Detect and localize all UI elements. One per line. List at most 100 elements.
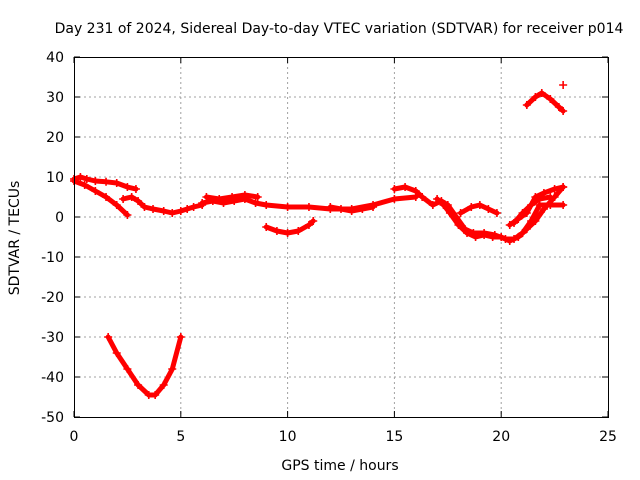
- x-tick-label: 15: [385, 429, 403, 445]
- series-pass-3: [119, 193, 207, 217]
- data-point: [262, 223, 271, 231]
- chart-title: Day 231 of 2024, Sidereal Day-to-day VTE…: [55, 21, 624, 37]
- data-point: [168, 209, 177, 217]
- data-point: [294, 227, 303, 235]
- data-point: [546, 193, 555, 201]
- x-tick-label: 5: [176, 429, 185, 445]
- data-point: [539, 205, 548, 213]
- data-point: [522, 101, 531, 109]
- data-point: [168, 365, 177, 373]
- data-point: [559, 81, 568, 89]
- data-point: [522, 225, 531, 233]
- y-tick-label: -30: [41, 330, 64, 346]
- data-point: [283, 203, 292, 211]
- data-point: [411, 187, 420, 195]
- data-point: [123, 183, 132, 191]
- data-point: [347, 207, 356, 215]
- data-point: [131, 185, 140, 193]
- data-point: [390, 185, 399, 193]
- data-point: [80, 181, 89, 189]
- data-point: [337, 205, 345, 213]
- y-tick-label: -40: [41, 370, 64, 386]
- series-pass-11: [456, 201, 501, 217]
- plot-frame: [74, 57, 609, 418]
- data-point: [253, 193, 262, 201]
- data-point: [550, 185, 559, 193]
- x-tick-label: 0: [70, 429, 79, 445]
- data-point: [433, 195, 442, 203]
- data-point: [456, 209, 465, 217]
- data-point: [505, 221, 514, 229]
- y-tick-label: -10: [41, 250, 64, 266]
- data-point: [112, 349, 121, 357]
- data-point: [127, 193, 136, 201]
- grid-lines: [74, 57, 608, 417]
- data-point: [91, 187, 100, 195]
- data-point: [140, 203, 149, 211]
- data-point: [497, 233, 506, 241]
- data-point: [559, 201, 568, 209]
- data-point: [471, 233, 480, 241]
- data-point: [326, 203, 335, 211]
- data-point: [488, 233, 497, 241]
- x-tick-label: 25: [599, 429, 617, 445]
- data-point: [554, 103, 563, 111]
- data-point: [559, 183, 568, 191]
- data-point: [535, 195, 544, 203]
- data-point: [123, 211, 132, 219]
- series-pass-1: [70, 173, 140, 193]
- data-point: [82, 175, 91, 183]
- data-point: [176, 333, 185, 341]
- data-point: [102, 177, 111, 186]
- series-pass-14: [522, 89, 568, 115]
- data-point: [510, 219, 519, 227]
- series-pass-10: [433, 183, 568, 245]
- series-pass-13: [510, 193, 555, 227]
- data-point: [283, 229, 292, 237]
- data-point: [445, 209, 454, 217]
- data-point: [228, 193, 237, 201]
- series-trace: [524, 90, 566, 114]
- data-point: [480, 231, 489, 239]
- series-isolated-point: [559, 81, 568, 89]
- y-tick-label: 0: [55, 210, 64, 226]
- data-point: [463, 229, 472, 237]
- y-tick-label: 20: [46, 130, 64, 146]
- data-point: [475, 201, 484, 209]
- data-point: [505, 237, 514, 245]
- data-point: [439, 201, 448, 209]
- x-tick-label: 10: [279, 429, 297, 445]
- y-tick-label: 30: [46, 90, 64, 106]
- data-point: [304, 203, 313, 211]
- series-trace: [434, 184, 566, 244]
- data-point: [76, 173, 85, 181]
- data-point: [518, 209, 527, 217]
- y-tick-label: 10: [46, 170, 64, 186]
- series-pass-8: [326, 203, 378, 215]
- data-point: [559, 107, 568, 115]
- series-trace: [105, 334, 184, 398]
- data-point: [159, 207, 168, 215]
- data-point: [546, 95, 555, 103]
- data-point: [418, 193, 427, 201]
- y-axis-label: SDTVAR / TECUs: [7, 181, 23, 296]
- data-point: [454, 221, 463, 229]
- x-axis-ticks: 0 5 10 15 20 25: [70, 57, 617, 445]
- x-tick-label: 20: [492, 429, 510, 445]
- data-point: [134, 197, 143, 205]
- series-pass-7: [262, 217, 318, 237]
- data-point: [198, 199, 207, 207]
- data-point: [467, 203, 476, 211]
- data-point: [202, 193, 211, 201]
- data-point: [176, 207, 185, 215]
- data-point: [369, 203, 378, 211]
- data-point: [91, 177, 100, 185]
- y-tick-label: -50: [41, 410, 64, 426]
- data-point: [149, 205, 158, 213]
- data-point: [492, 209, 501, 217]
- series-pass-6: [202, 191, 262, 203]
- data-point: [262, 201, 271, 209]
- data-point: [309, 217, 318, 225]
- data-point: [134, 381, 143, 389]
- series-pass-2: [70, 177, 132, 219]
